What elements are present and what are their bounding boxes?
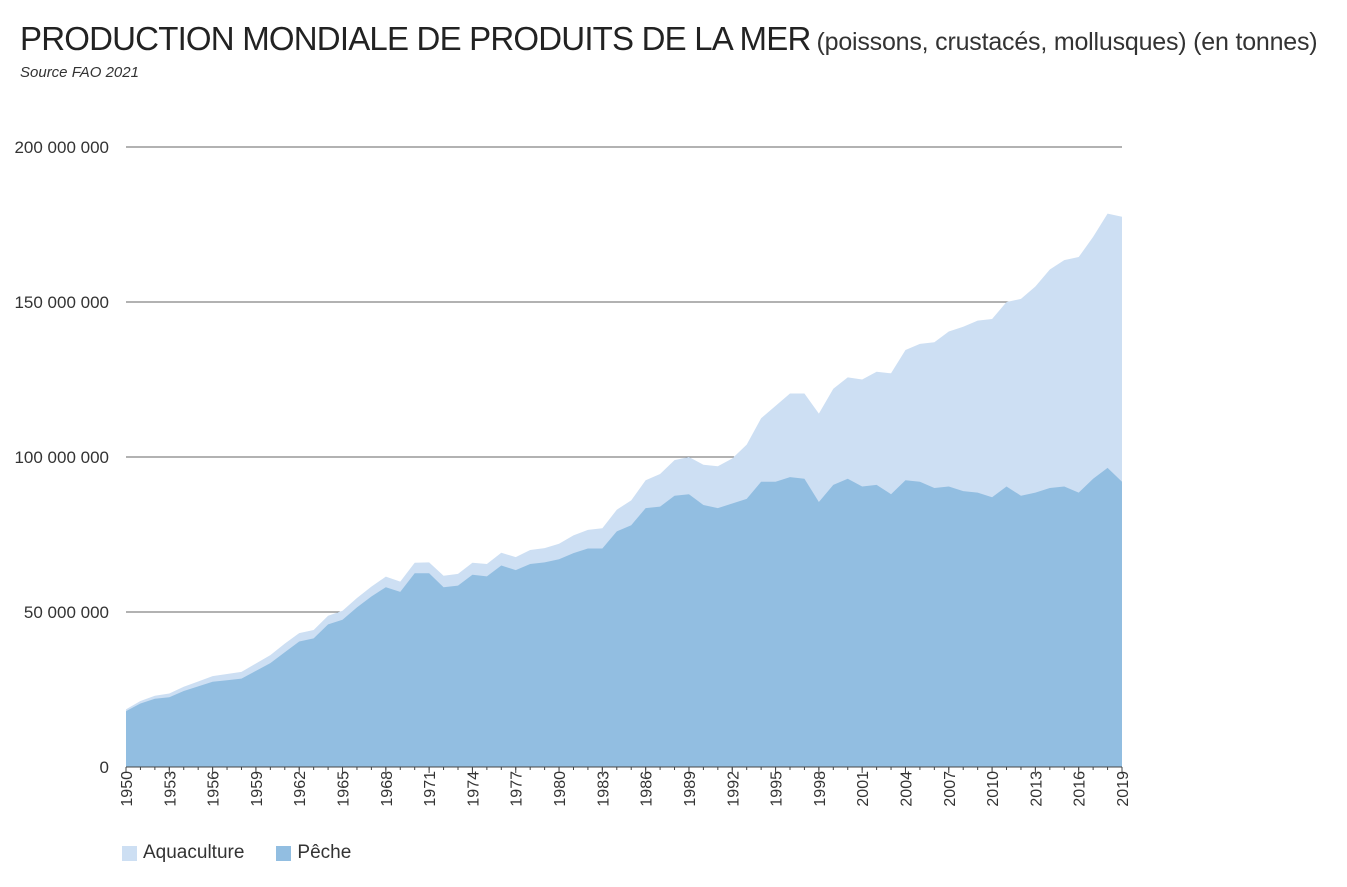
y-tick-label: 200 000 000	[14, 138, 109, 157]
x-tick-label: 1971	[422, 771, 439, 807]
area-peche	[126, 467, 1122, 767]
y-tick-label: 100 000 000	[14, 448, 109, 467]
x-tick-label: 1953	[162, 771, 179, 807]
chart-title: PRODUCTION MONDIALE DE PRODUITS DE LA ME…	[20, 20, 811, 57]
chart-source: Source FAO 2021	[20, 64, 139, 81]
legend-swatch-peche	[276, 845, 292, 861]
y-tick-label: 50 000 000	[24, 603, 109, 622]
legend-item-peche: Pêche	[276, 842, 351, 864]
axes	[125, 766, 1123, 773]
x-tick-label: 2016	[1072, 771, 1089, 807]
x-tick-label: 1959	[249, 771, 266, 807]
x-tick-label: 1962	[292, 771, 309, 807]
x-tick-label: 1977	[509, 771, 526, 807]
x-tick-label: 1995	[769, 771, 786, 807]
areas	[126, 213, 1122, 767]
x-tick-label: 1974	[465, 771, 482, 807]
chart-subtitle: (poissons, crustacés, mollusques) (en to…	[816, 28, 1318, 56]
x-tick-label: 1983	[595, 771, 612, 807]
x-tick-label: 2001	[855, 771, 872, 807]
legend-label-aquaculture: Aquaculture	[143, 842, 245, 863]
x-tick-label: 2013	[1028, 771, 1045, 807]
x-tick-label: 1986	[639, 771, 656, 807]
y-tick-labels: 0 50 000 000 100 000 000 150 000 000 200 000…	[14, 138, 109, 777]
x-tick-labels: 1950 1953 1956 1959 1962 1965 1968 1971 1974 1977…	[119, 771, 1132, 807]
x-tick-label: 2010	[985, 771, 1002, 807]
y-tick-label: 150 000 000	[14, 293, 109, 312]
x-tick-label: 1968	[379, 771, 396, 807]
x-tick-label: 1992	[725, 771, 742, 807]
x-tick-label: 1998	[812, 771, 829, 807]
legend: Aquaculture Pêche	[122, 842, 383, 864]
x-tick-label: 1989	[682, 771, 699, 807]
x-tick-label: 1956	[206, 771, 223, 807]
legend-label-peche: Pêche	[297, 842, 352, 863]
x-tick-label: 1950	[119, 771, 136, 807]
legend-swatch-aquaculture	[122, 845, 137, 861]
x-tick-label: 2004	[898, 771, 915, 807]
x-tick-label: 1980	[552, 771, 569, 807]
y-tick-label: 0	[100, 758, 109, 777]
x-tick-label: 2007	[942, 771, 959, 807]
chart-title-block: PRODUCTION MONDIALE DE PRODUITS DE LA ME…	[20, 20, 1318, 58]
x-tick-label: 2019	[1115, 771, 1132, 807]
legend-item-aquaculture: Aquaculture	[122, 842, 244, 864]
x-tick-label: 1965	[336, 771, 353, 807]
